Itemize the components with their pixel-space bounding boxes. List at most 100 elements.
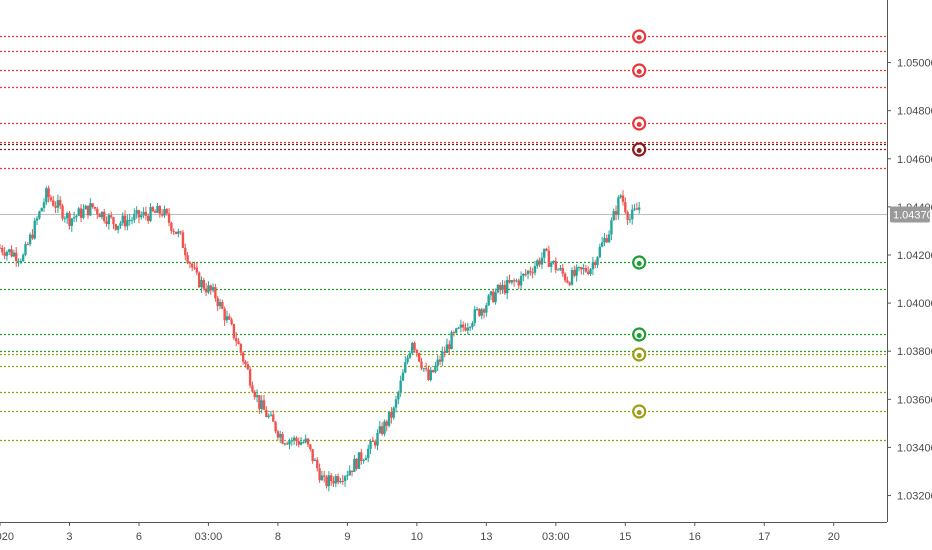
candle-body xyxy=(116,225,120,230)
candle-body xyxy=(1,247,4,253)
candle-body xyxy=(302,442,305,444)
candle-body xyxy=(281,433,284,444)
candle-body xyxy=(619,195,622,198)
candle-body xyxy=(364,458,368,461)
price-tick-label: 1.03200 xyxy=(897,491,932,503)
candle xyxy=(547,245,551,267)
candle-body xyxy=(575,267,578,276)
candle-body xyxy=(72,217,76,219)
candle xyxy=(570,267,574,286)
candle xyxy=(147,213,150,224)
candle xyxy=(336,473,340,485)
candle xyxy=(575,264,578,282)
candle xyxy=(329,472,333,486)
candle-body xyxy=(378,426,382,433)
candle xyxy=(369,439,372,455)
candle xyxy=(387,412,391,428)
candle xyxy=(531,267,534,279)
candle xyxy=(401,368,405,381)
candle-body xyxy=(563,273,567,281)
candle xyxy=(246,361,250,370)
candle xyxy=(84,204,87,210)
candle xyxy=(309,444,312,452)
candle xyxy=(635,202,639,210)
candle-body xyxy=(499,284,502,290)
candle-body xyxy=(26,244,29,246)
time-axis[interactable] xyxy=(0,522,932,550)
candle xyxy=(563,272,567,283)
candle xyxy=(239,343,243,356)
candle xyxy=(292,435,296,445)
candle xyxy=(420,357,423,371)
candle xyxy=(274,420,277,434)
candle xyxy=(38,210,41,220)
candle-body xyxy=(589,269,592,274)
level-marker[interactable] xyxy=(632,142,647,157)
candle-body xyxy=(508,280,511,283)
candle-body xyxy=(172,230,175,232)
candle xyxy=(633,203,636,212)
level-markers[interactable] xyxy=(632,29,647,419)
candle xyxy=(327,471,331,492)
candle xyxy=(376,429,379,451)
candle-body xyxy=(61,205,64,219)
candle-body xyxy=(70,218,73,227)
candle-body xyxy=(536,260,539,267)
candle-body xyxy=(327,475,331,487)
candle-body xyxy=(19,260,23,262)
candle xyxy=(297,437,300,448)
candle xyxy=(316,457,319,472)
candle xyxy=(26,242,29,246)
candle xyxy=(119,220,122,230)
price-axis[interactable] xyxy=(887,0,932,550)
candle xyxy=(285,441,289,445)
candle xyxy=(524,269,527,277)
candle xyxy=(82,204,85,220)
candle xyxy=(40,207,43,212)
candle-body xyxy=(524,273,527,275)
candle xyxy=(21,253,25,262)
candle-body xyxy=(35,218,39,221)
level-marker[interactable] xyxy=(632,347,647,362)
level-marker-dot xyxy=(636,148,642,153)
candle xyxy=(436,355,439,372)
candle-body xyxy=(424,368,428,370)
candle-body xyxy=(371,440,375,442)
candle-body xyxy=(434,365,437,373)
candle xyxy=(167,208,171,227)
candle-body xyxy=(436,359,439,366)
candle xyxy=(54,201,57,213)
candle xyxy=(288,438,291,450)
level-marker[interactable] xyxy=(632,116,647,131)
candle xyxy=(153,209,157,213)
candle xyxy=(612,208,615,221)
candle xyxy=(580,266,583,275)
level-marker[interactable] xyxy=(632,63,647,78)
candle-body xyxy=(209,285,212,291)
candle-body xyxy=(283,443,287,445)
level-marker[interactable] xyxy=(632,404,647,419)
candle-body xyxy=(28,234,32,245)
candle-body xyxy=(408,353,412,358)
candle-body xyxy=(448,344,451,350)
candle-body xyxy=(348,470,351,476)
candle-body xyxy=(211,287,215,291)
candle-body xyxy=(357,452,361,469)
candle xyxy=(598,243,602,259)
candle-body xyxy=(631,209,634,220)
level-marker[interactable] xyxy=(632,327,647,342)
candle-body xyxy=(323,475,326,477)
candle xyxy=(299,437,303,446)
candle xyxy=(130,216,134,225)
candle-body xyxy=(392,407,395,418)
candle-body xyxy=(144,211,148,216)
level-marker[interactable] xyxy=(632,29,647,44)
candle xyxy=(577,266,581,272)
candle xyxy=(3,247,6,260)
candle-body xyxy=(230,319,233,324)
level-marker-dot xyxy=(636,410,642,415)
candle-body xyxy=(626,212,629,220)
candle-body xyxy=(494,292,497,303)
level-marker[interactable] xyxy=(632,255,647,270)
